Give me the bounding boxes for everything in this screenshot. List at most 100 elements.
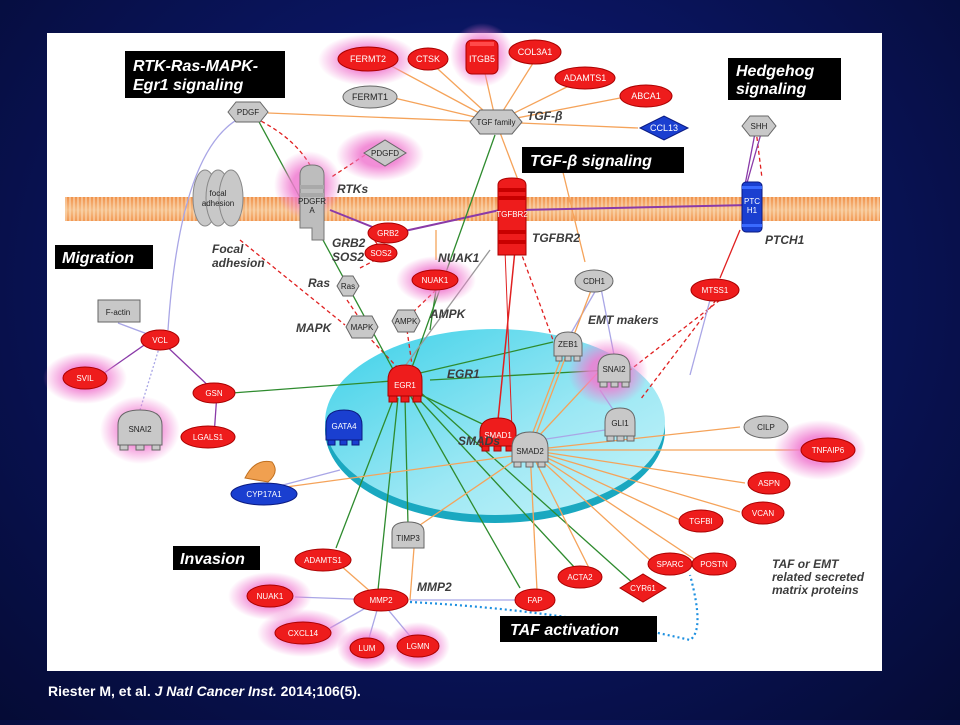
node-fermt2[interactable]: FERMT2 [337,46,399,72]
node-lgals1[interactable]: LGALS1 [180,425,236,449]
node-egr1[interactable]: EGR1 [387,364,423,403]
node-cxcl14[interactable]: CXCL14 [274,621,332,645]
node-itgb5[interactable]: ITGB5 [465,39,499,75]
svg-text:GLI1: GLI1 [611,419,629,428]
svg-text:GRB2: GRB2 [377,229,399,238]
node-factin[interactable]: F-actin [97,299,141,323]
svg-text:CYP17A1: CYP17A1 [246,490,282,499]
node-acta2[interactable]: ACTA2 [557,565,603,589]
svg-text:PDGFR: PDGFR [298,197,326,206]
svg-text:ADAMTS1: ADAMTS1 [564,73,607,83]
node-tgfbi[interactable]: TGFBI [678,509,724,533]
nodes: FERMT2 CTSK ITGB5 COL3A1 ADAMTS1 ABCA1 C… [62,39,856,659]
node-shh[interactable]: SHH [741,115,777,137]
svg-text:CILP: CILP [757,423,775,432]
label-rtk: RTK-Ras-MAPK- Egr1 signaling [125,51,285,98]
label-tgfb: TGF-β signaling [522,147,684,173]
annotation-sos2: SOS2 [332,250,364,264]
node-sos2[interactable]: SOS2 [364,243,398,263]
node-smad1[interactable]: SMAD1 [479,417,517,452]
svg-text:VCL: VCL [152,336,168,345]
node-lgmn[interactable]: LGMN [396,634,440,658]
svg-text:TNFAIP6: TNFAIP6 [812,446,845,455]
label-invasion: Invasion [173,546,260,570]
svg-text:NUAK1: NUAK1 [257,592,284,601]
node-cdh1[interactable]: CDH1 [574,269,614,293]
node-nuak1-bot[interactable]: NUAK1 [246,584,294,608]
node-adamts1-top[interactable]: ADAMTS1 [554,66,616,90]
node-zeb1[interactable]: ZEB1 [553,331,583,362]
node-ccl13[interactable]: CCL13 [638,115,690,141]
node-mmp2[interactable]: MMP2 [353,588,409,612]
node-mtss1[interactable]: MTSS1 [690,278,740,302]
node-cilp[interactable]: CILP [743,415,789,439]
node-grb2[interactable]: GRB2 [367,222,409,244]
node-vcl[interactable]: VCL [140,329,180,351]
node-lum[interactable]: LUM [349,637,385,659]
svg-text:SMAD1: SMAD1 [484,431,512,440]
node-gata4[interactable]: GATA4 [325,409,363,446]
citation-authors: Riester M, et al. [48,683,151,699]
node-smad2[interactable]: SMAD2 [511,431,549,468]
node-pdgfra[interactable]: PDGFR A [298,164,326,241]
annotation-mapk: MAPK [296,321,333,335]
annotation-taf-emt-1: TAF or EMT [772,557,840,571]
svg-text:SOS2: SOS2 [370,249,392,258]
node-aspn[interactable]: ASPN [747,471,791,495]
svg-text:SVIL: SVIL [76,374,94,383]
node-nuak1-mid[interactable]: NUAK1 [411,269,459,291]
node-adamts1-bot[interactable]: ADAMTS1 [294,548,352,572]
node-timp3[interactable]: TIMP3 [391,521,425,549]
node-cyr61[interactable]: CYR61 [619,573,667,603]
svg-text:SNAI2: SNAI2 [602,365,626,374]
svg-text:MMP2: MMP2 [369,596,393,605]
node-tnfaip6[interactable]: TNFAIP6 [800,437,856,463]
svg-text:Egr1 signaling: Egr1 signaling [133,77,243,94]
svg-text:ABCA1: ABCA1 [631,91,661,101]
svg-text:LGMN: LGMN [406,642,429,651]
node-vcan[interactable]: VCAN [741,501,785,525]
node-snai2-right[interactable]: SNAI2 [597,353,631,388]
node-ampk[interactable]: AMPK [391,309,421,333]
node-col3a1[interactable]: COL3A1 [508,39,562,65]
svg-text:CYR61: CYR61 [630,584,656,593]
svg-text:AMPK: AMPK [395,317,418,326]
node-cyp17a1[interactable]: CYP17A1 [230,460,298,506]
node-ptch1[interactable]: PTC H1 [741,181,763,233]
svg-text:MAPK: MAPK [351,323,374,332]
svg-text:TIMP3: TIMP3 [396,534,420,543]
node-sparc[interactable]: SPARC [647,552,693,576]
svg-text:EGR1: EGR1 [394,381,416,390]
node-ras[interactable]: Ras [336,275,360,297]
node-mapk[interactable]: MAPK [345,315,379,339]
svg-text:TGF-β signaling: TGF-β signaling [530,153,652,170]
node-pdgfd[interactable]: PDGFD [363,139,407,167]
node-fermt1[interactable]: FERMT1 [342,85,398,109]
node-gsn[interactable]: GSN [192,382,236,404]
svg-text:ITGB5: ITGB5 [469,54,495,64]
svg-text:CDH1: CDH1 [583,277,605,286]
svg-text:FERMT1: FERMT1 [352,92,388,102]
node-fap[interactable]: FAP [514,588,556,612]
node-tgfbr2[interactable]: TGFBR2 [496,177,528,256]
node-ctsk[interactable]: CTSK [407,47,449,71]
svg-text:ACTA2: ACTA2 [567,573,593,582]
svg-text:GATA4: GATA4 [331,422,357,431]
svg-text:CXCL14: CXCL14 [288,629,319,638]
svg-text:POSTN: POSTN [700,560,728,569]
node-snai2-left[interactable]: SNAI2 [117,409,163,451]
node-gli1[interactable]: GLI1 [604,407,636,442]
node-tgf-family[interactable]: TGF family [469,109,523,135]
svg-text:Hedgehog: Hedgehog [736,63,814,80]
svg-text:focal: focal [210,189,227,198]
svg-text:MTSS1: MTSS1 [702,286,729,295]
node-svil[interactable]: SVIL [62,366,108,390]
node-pdgf[interactable]: PDGF [227,101,269,123]
citation: Riester M, et al. J Natl Cancer Inst. 20… [48,683,361,699]
annotation-rtks: RTKs [337,182,368,196]
node-abca1[interactable]: ABCA1 [619,84,673,108]
node-focal-adhesion[interactable]: focal adhesion [192,169,244,227]
node-postn[interactable]: POSTN [691,552,737,576]
svg-text:Ras: Ras [341,282,355,291]
